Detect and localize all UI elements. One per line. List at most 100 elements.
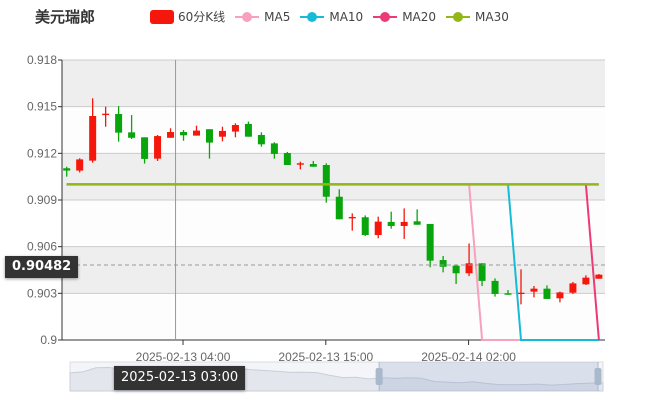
candle-body (283, 153, 291, 165)
candle (296, 161, 304, 170)
candle (89, 98, 97, 163)
candle (180, 130, 188, 141)
candle-body (543, 288, 551, 299)
candle (231, 123, 239, 138)
datazoom-selected-range (379, 362, 598, 391)
candle-body (582, 277, 590, 285)
x-tick-label: 2025-02-13 04:00 (136, 350, 231, 364)
y-tick-label: 0.906 (27, 240, 57, 254)
legend-label: MA10 (329, 9, 364, 24)
candle-body (595, 274, 603, 279)
candle-body (89, 116, 97, 161)
split-area (62, 293, 605, 340)
candle-body (115, 113, 123, 133)
candle (400, 208, 408, 239)
candle-body (244, 123, 252, 137)
candle-body (167, 132, 175, 138)
candle-body (218, 130, 226, 137)
candle (504, 290, 512, 295)
candle-body (141, 137, 149, 159)
legend-label: MA5 (264, 9, 291, 24)
candle-body (374, 221, 382, 235)
candle (452, 264, 460, 284)
candle-body (154, 136, 162, 159)
candle-body (491, 280, 499, 294)
legend-line-icon (300, 11, 325, 22)
candle-body (439, 260, 447, 267)
candle (556, 291, 564, 303)
legend-item-ma30[interactable]: MA30 (446, 10, 509, 24)
candle (478, 263, 486, 287)
legend-label: MA30 (475, 9, 509, 24)
crosshair-x-label: 2025-02-13 03:00 (114, 366, 246, 390)
candle-body (180, 132, 188, 136)
legend-item-kline[interactable]: 60分K线 (150, 8, 225, 25)
candle-body (556, 292, 564, 299)
candle (322, 163, 330, 203)
candle (335, 189, 343, 220)
crosshair-y-label: 0.90482 (5, 256, 79, 278)
candle (530, 286, 538, 298)
candle (426, 223, 434, 268)
legend: 60分K线 MA5 MA10 MA20 MA30 (150, 8, 519, 25)
legend-line-icon (446, 11, 471, 22)
candle (270, 142, 278, 159)
candle-body (335, 196, 343, 220)
y-tick-label: 0.912 (27, 146, 57, 160)
x-tick-label: 2025-02-14 02:00 (421, 350, 516, 364)
candle (257, 132, 265, 147)
candle-body (361, 217, 369, 235)
candle-body (465, 263, 473, 274)
candle-body (504, 293, 512, 295)
candle-body (270, 143, 278, 154)
candle-body (348, 216, 356, 219)
candle-body (530, 288, 538, 292)
legend-line-icon (373, 11, 398, 22)
legend-swatch (150, 9, 174, 24)
candle-body (478, 263, 486, 281)
y-tick-label: 0.903 (27, 286, 57, 300)
candle (115, 106, 123, 142)
legend-label: 60分K线 (178, 10, 226, 24)
candle (309, 160, 317, 167)
candle (582, 275, 590, 285)
candle-body (76, 159, 84, 171)
candle (569, 281, 577, 294)
candle (595, 274, 603, 279)
legend-item-ma20[interactable]: MA20 (373, 10, 436, 24)
candle (141, 137, 149, 164)
split-area (62, 60, 605, 107)
plot-area (63, 98, 603, 341)
candle (348, 213, 356, 231)
candle (76, 158, 84, 173)
candle (128, 115, 136, 140)
legend-item-ma10[interactable]: MA10 (300, 10, 363, 24)
split-area (62, 246, 605, 294)
candle (283, 151, 291, 165)
candle-body (322, 165, 330, 197)
candle-body (296, 163, 304, 165)
candle (244, 121, 252, 137)
candle-body (387, 221, 395, 226)
legend-item-ma5[interactable]: MA5 (235, 10, 290, 24)
candle (102, 106, 110, 127)
candle (154, 134, 162, 161)
candle (387, 211, 395, 229)
candle (543, 285, 551, 299)
split-area (62, 153, 605, 200)
candle (517, 269, 525, 305)
candle-body (517, 292, 525, 295)
candle-body (426, 223, 434, 261)
chart-title: 美元瑞郎 (35, 8, 96, 26)
candle-body (205, 129, 213, 143)
candle (374, 216, 382, 239)
candle (465, 243, 473, 277)
legend-label: MA20 (402, 9, 437, 24)
candle (439, 256, 447, 273)
candle-body (231, 125, 239, 132)
y-tick-label: 0.915 (27, 100, 57, 114)
y-tick-label: 0.9 (40, 333, 57, 347)
legend-line-icon (235, 11, 260, 22)
candle (63, 166, 71, 177)
